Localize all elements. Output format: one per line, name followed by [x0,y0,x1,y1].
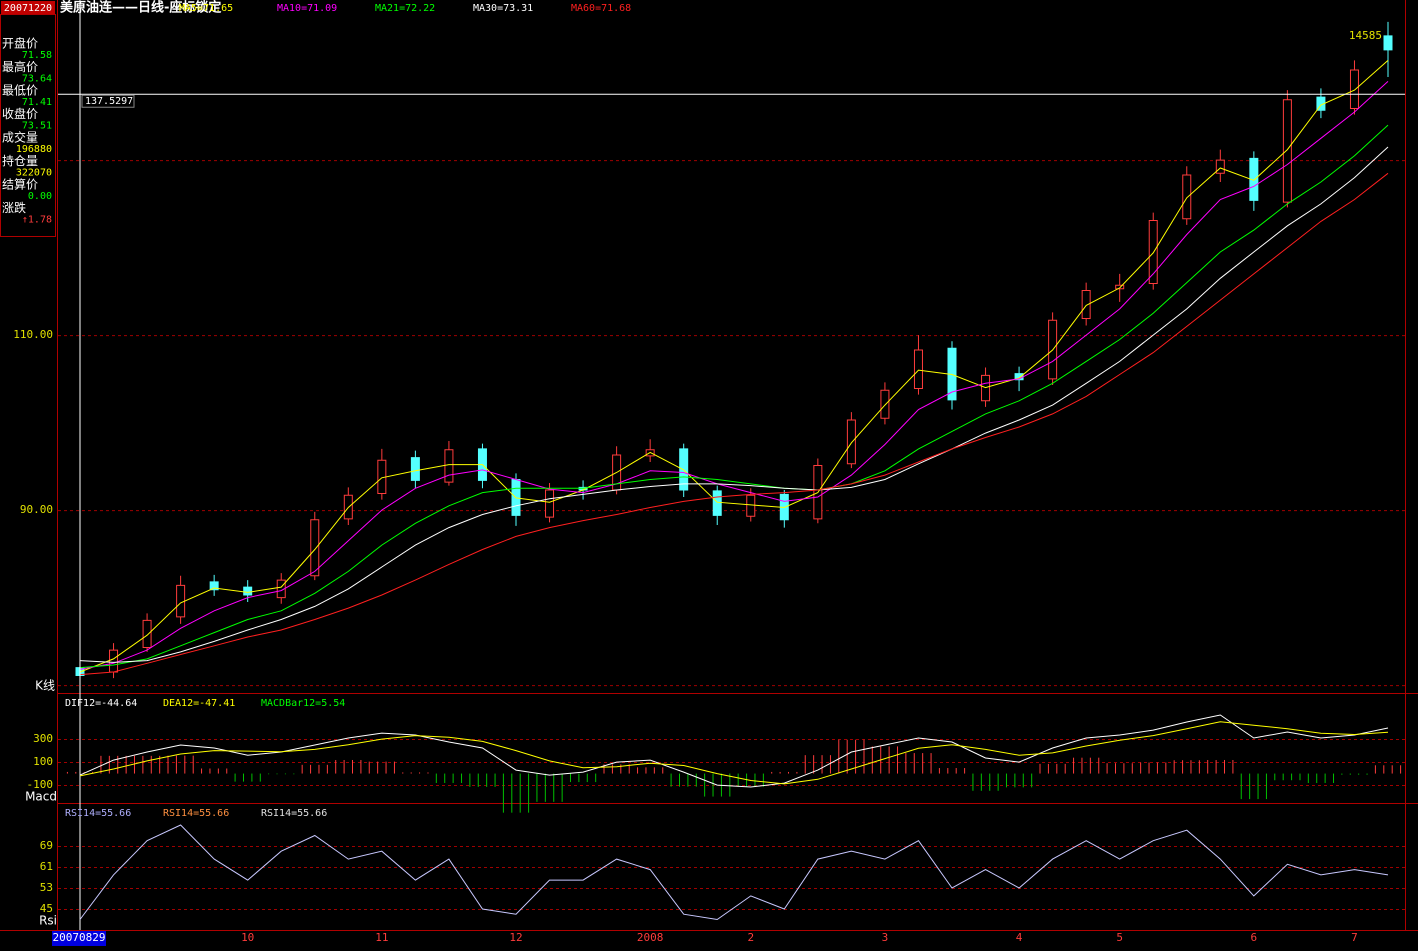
panel-label: Macd [25,790,57,804]
y-tick-label: -100 [27,778,54,791]
info-label: 涨跌 [2,200,26,215]
legend-entry: DEA12=-47.41 [163,698,235,709]
legend-entry: RSI14=55.66 [65,808,131,819]
legend-entry: RSI14=55.66 [163,808,229,819]
legend-entry: MA5=71.65 [179,3,233,14]
candle-body [444,449,454,483]
candle-body [1349,69,1359,109]
info-label: 开盘价 [2,36,38,51]
candle-body [1115,284,1125,290]
x-tick-label: 3 [882,931,889,944]
info-label: 最高价 [2,59,38,74]
x-tick-label: 6 [1251,931,1258,944]
y-tick-label: 53 [40,881,53,894]
series-line [79,124,1389,669]
info-date: 20071220 [4,3,52,14]
series-line [79,146,1389,663]
panel-label: K线 [35,679,55,693]
crosshair-label: 137.5297 [85,96,133,107]
candle-body [142,619,152,648]
candle-body [846,419,856,465]
x-tick-label: 2 [747,931,754,944]
info-label: 持仓量 [2,153,38,168]
x-tick-label: 20070829 [53,931,106,944]
y-tick-label: 110.00 [13,328,53,341]
x-tick-label: 7 [1351,931,1358,944]
legend-entry: MA60=71.68 [571,3,631,14]
candle-body [880,389,890,419]
info-label: 收盘价 [2,106,38,121]
info-label: 成交量 [2,130,38,145]
candle-body [545,489,555,518]
info-box [0,14,56,237]
legend-entry: MA21=72.22 [375,3,435,14]
x-tick-label: 4 [1016,931,1023,944]
candle-body [410,457,420,481]
x-tick-label: 5 [1116,931,1123,944]
legend-entry: MACDBar12=5.54 [261,698,345,709]
series-line [79,60,1389,673]
info-value: 71.41 [22,97,52,108]
candle-body [109,649,119,673]
legend-entry: MA10=71.09 [277,3,337,14]
y-tick-label: 300 [33,732,53,745]
info-label: 最低价 [2,84,38,98]
info-value: 73.51 [22,121,52,132]
y-tick-label: 69 [40,839,53,852]
legend-entry: DIF12=-44.64 [65,698,137,709]
y-tick-label: 100 [33,755,53,768]
candle-body [1081,290,1091,319]
x-tick-label: 12 [509,931,522,944]
candle-body [243,586,253,596]
info-value: 0.00 [28,191,52,202]
candle-body [209,581,219,591]
panel-label: Rsi [39,914,57,928]
legend-entry: RSI14=55.66 [261,808,327,819]
x-tick-label: 2008 [637,931,664,944]
y-tick-label: 90.00 [20,503,53,516]
y-tick-label: 61 [40,860,53,873]
x-tick-label: 11 [375,931,388,944]
info-value: 73.64 [22,74,52,85]
series-line [79,824,1389,921]
candle-body [746,494,756,517]
y-tick-label: 45 [40,902,53,915]
info-value: 322070 [16,168,52,179]
info-label: 结算价 [2,177,38,192]
title: 美原油连——日线-座标锁定 [60,0,221,16]
legend-entry: MA30=73.31 [473,3,533,14]
x-tick-label: 10 [241,931,254,944]
candle-body [712,490,722,516]
candle-body [1282,99,1292,203]
candle-body [1215,159,1225,174]
series-line [79,172,1389,676]
series-line [79,81,1389,670]
info-value: 71.58 [22,50,52,61]
annotation: 14585 [1349,29,1382,42]
series-line [79,721,1389,785]
series-line [79,714,1389,788]
crosshair-label-bg [81,94,135,108]
candle-body [276,579,286,599]
date-bg [1,1,55,14]
date-bg [52,931,106,946]
candle-body [310,519,320,577]
candle-body [913,349,923,389]
candle-body [1182,174,1192,220]
info-value: ↑1.78 [22,215,52,226]
candle-body [1383,35,1393,51]
info-value: 196880 [16,144,52,155]
